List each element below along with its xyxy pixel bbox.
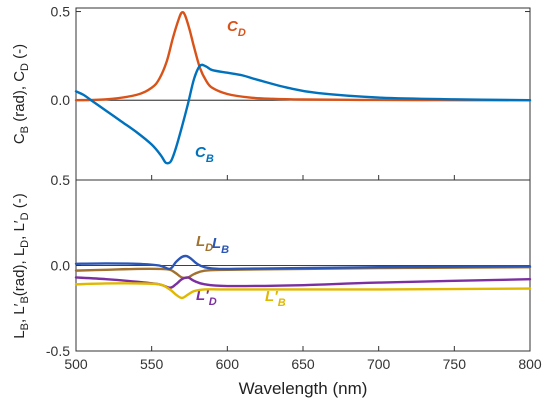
series-line-l-b	[74, 254, 532, 271]
top-ylabel: CB (rad), CD (-)	[11, 44, 31, 144]
series-label-sub: D	[238, 27, 246, 39]
series-label-lprime-b: L′B	[265, 288, 286, 309]
xtick-label: 600	[216, 356, 240, 372]
xtick-label: 800	[518, 356, 542, 372]
top-panel-frame	[75, 7, 531, 181]
series-label-l-b: LB	[212, 235, 229, 256]
xtick-label: 700	[367, 356, 391, 372]
xtick-label: 500	[64, 356, 88, 372]
bottom-ylabel: LB, L′B(rad), LD, L′D (-)	[11, 193, 31, 338]
xtick-label: 650	[291, 356, 315, 372]
series-label-c-b: CB	[195, 144, 214, 165]
top-ytick-label: 0.5	[51, 4, 71, 20]
series-label-sub: D	[205, 242, 213, 254]
top-panel: 0.5 0.0 CD CB	[51, 4, 532, 180]
series-label-sub: D	[209, 296, 217, 308]
series-line-c-d	[74, 11, 532, 102]
top-ytick-label: 0.0	[51, 92, 71, 108]
xtick-label: 750	[443, 356, 467, 372]
series-line-lprime-b	[74, 282, 532, 300]
series-label-sub: B	[221, 244, 229, 256]
series-label-sub: B	[206, 153, 214, 165]
bottom-ytick-label: -0.5	[46, 343, 70, 359]
x-axis-title: Wavelength (nm)	[239, 379, 368, 398]
series-label-sub: B	[278, 297, 286, 309]
series-line-c-b	[74, 63, 532, 165]
series-label-c-d: CD	[227, 18, 246, 39]
xtick-label: 550	[140, 356, 164, 372]
bottom-ytick-label: 0.5	[51, 172, 71, 188]
bottom-ytick-label: 0.0	[51, 258, 71, 274]
top-ylabel-cb: C	[11, 133, 28, 144]
series-label-l-d: LD	[196, 233, 213, 254]
